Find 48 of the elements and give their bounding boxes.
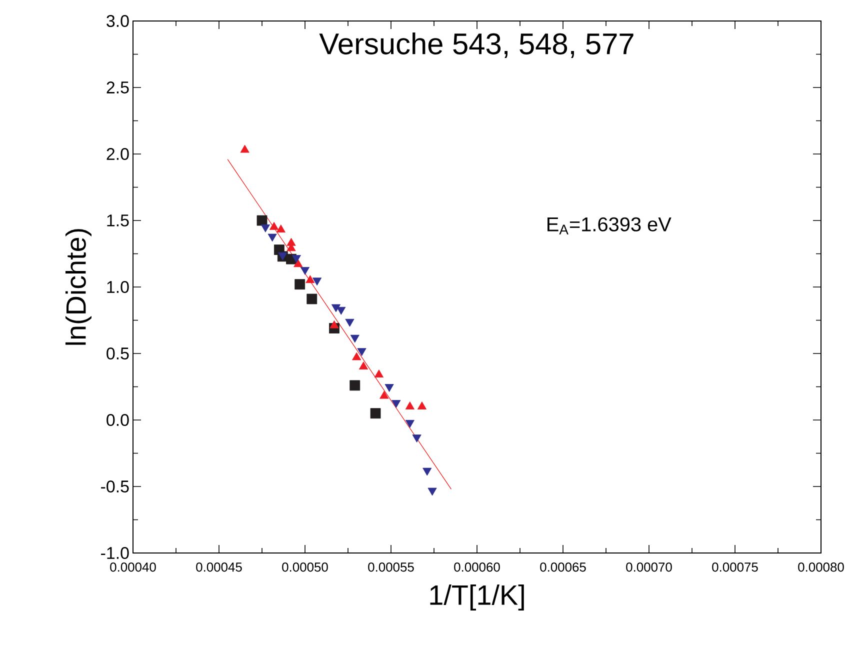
point: [370, 408, 381, 419]
point: [268, 234, 277, 242]
point: [392, 400, 401, 408]
point: [384, 384, 394, 392]
point: [276, 224, 286, 233]
point: [256, 215, 268, 226]
x-tick-label: 0.00070: [626, 562, 672, 572]
point: [260, 224, 270, 232]
point: [405, 420, 414, 428]
point: [357, 348, 366, 356]
point: [292, 255, 301, 263]
y-tick-label: -1.0: [101, 547, 129, 559]
point: [294, 279, 306, 290]
point: [306, 275, 315, 284]
y-tick-label: 1.0: [107, 281, 129, 293]
point: [312, 278, 322, 286]
x-tick-label: 0.00045: [196, 562, 242, 572]
x-tick-label: 0.00080: [798, 562, 844, 572]
point: [336, 306, 346, 315]
point: [350, 380, 360, 391]
x-tick-label: 0.00055: [368, 562, 414, 572]
point: [422, 468, 432, 476]
chart-title: Versuche 543, 548, 577: [319, 32, 634, 58]
point: [428, 488, 437, 496]
y-tick-label: -0.5: [101, 480, 129, 492]
point: [270, 222, 279, 230]
point: [294, 259, 303, 268]
point: [345, 318, 354, 327]
point: [306, 294, 318, 304]
y-tick-label: 2.0: [106, 148, 129, 160]
point: [412, 434, 422, 442]
y-axis-title: ln(Dichte): [65, 229, 92, 345]
point: [240, 144, 250, 153]
point: [350, 334, 360, 343]
y-tick-label: 1.5: [107, 214, 129, 226]
y-tick-label: 2.5: [106, 82, 129, 94]
point: [331, 304, 340, 312]
x-tick-label: 0.00060: [454, 562, 500, 572]
x-tick-label: 0.00075: [712, 562, 758, 572]
y-tick-label: 0.0: [106, 414, 129, 426]
x-tick-label: 0.00040: [110, 562, 156, 572]
point: [300, 267, 310, 275]
y-tick-label: 0.5: [106, 348, 129, 360]
x-tick-label: 0.00050: [282, 562, 328, 572]
annotation: E$_{A}$=1.6393 eV: [548, 217, 672, 234]
x-tick-label: 0.00065: [540, 562, 586, 572]
y-tick-label: 3.0: [106, 15, 129, 27]
x-axis-title: 1/T[1/K]: [430, 584, 524, 611]
